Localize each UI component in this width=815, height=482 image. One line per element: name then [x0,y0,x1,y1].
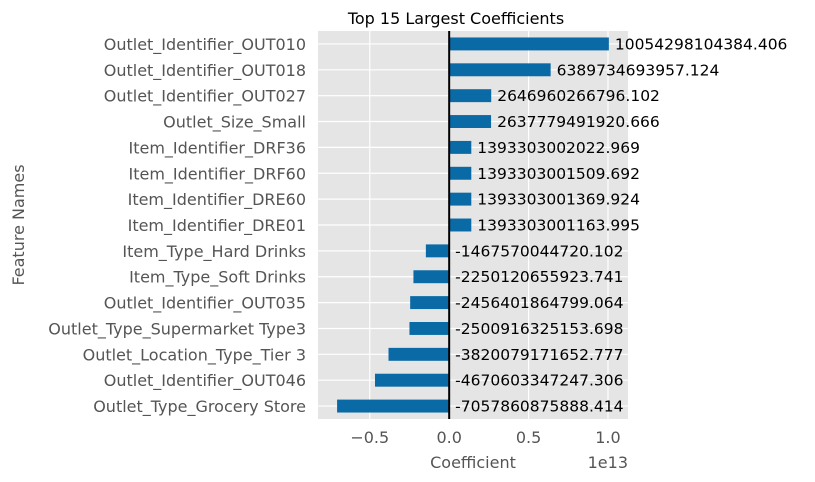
x-tick-label: −0.5 [350,428,389,447]
data-label: -1467570044720.102 [455,242,623,260]
y-tick-label: Outlet_Identifier_OUT046 [104,371,306,391]
data-labels: 10054298104384.406 6389734693957.124 26469… [455,35,787,415]
chart-title: Top 15 Largest Coefficients [347,9,564,28]
bar [425,244,450,258]
data-label: -3820079171652.777 [455,346,623,364]
y-tick-label: Item_Identifier_DRE01 [128,216,306,236]
y-tick-label: Outlet_Identifier_OUT010 [104,35,306,55]
bar [449,218,472,232]
x-tick-labels: −0.5 0.0 0.5 1.0 [350,428,620,447]
bar [449,37,609,51]
data-label: 6389734693957.124 [557,61,720,79]
y-tick-label: Outlet_Type_Supermarket Type3 [48,319,306,339]
y-tick-label: Outlet_Size_Small [163,113,306,133]
y-tick-label: Outlet_Identifier_OUT035 [104,294,306,314]
y-tick-label: Item_Type_Soft Drinks [129,268,306,288]
data-label: 1393303002022.969 [477,139,640,157]
bar [449,89,492,103]
bar [388,347,450,361]
data-label: 10054298104384.406 [615,35,788,53]
bar [375,373,450,387]
bar [449,166,472,180]
bar [449,192,472,206]
y-tick-label: Outlet_Identifier_OUT018 [104,61,306,81]
data-label: -2500916325153.698 [455,320,623,338]
bar [409,322,450,335]
y-tick-label: Item_Identifier_DRF60 [129,164,307,184]
x-tick-label: 1.0 [595,428,620,447]
data-label: 1393303001509.692 [477,165,640,183]
bar [449,140,472,154]
bar [449,115,492,128]
data-label: -7057860875888.414 [455,398,623,416]
y-tick-label: Item_Type_Hard Drinks [122,242,306,262]
y-axis-label: Feature Names [9,164,28,285]
x-axis-offset-text: 1e13 [588,453,628,472]
data-label: -4670603347247.306 [455,372,623,390]
data-label: 2637779491920.666 [497,113,660,131]
x-tick-label: 0.0 [436,428,461,447]
data-label: 1393303001163.995 [477,217,640,235]
bar [337,399,450,413]
data-label: -2250120655923.741 [455,268,623,286]
y-tick-label: Outlet_Type_Grocery Store [93,397,306,417]
y-tick-labels: Outlet_Identifier_OUT010 Outlet_Identifie… [48,35,306,417]
bar [449,63,551,77]
data-label: 1393303001369.924 [477,191,640,209]
bars [337,37,609,413]
x-axis-label: Coefficient [430,453,516,472]
bar [410,296,450,310]
y-tick-label: Outlet_Identifier_OUT027 [104,87,306,107]
y-tick-label: Item_Identifier_DRE60 [128,190,306,210]
y-tick-label: Outlet_Location_Type_Tier 3 [83,345,306,365]
y-tick-label: Item_Identifier_DRF36 [129,138,307,158]
data-label: -2456401864799.064 [455,294,623,312]
bar [413,270,450,284]
data-label: 2646960266796.102 [497,87,660,105]
grid-lines [318,31,628,419]
x-tick-label: 0.5 [516,428,541,447]
